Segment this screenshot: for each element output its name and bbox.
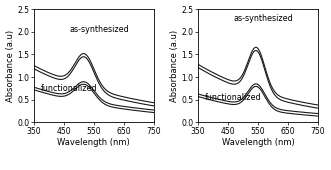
Text: functionalized: functionalized	[41, 84, 97, 93]
Y-axis label: Absorbance (a.u): Absorbance (a.u)	[6, 30, 15, 102]
Text: as-synthesized: as-synthesized	[234, 14, 294, 23]
Text: functionalized: functionalized	[205, 93, 261, 102]
X-axis label: Wavelength (nm): Wavelength (nm)	[221, 138, 294, 147]
Text: as-synthesized: as-synthesized	[70, 25, 129, 34]
X-axis label: Wavelength (nm): Wavelength (nm)	[58, 138, 130, 147]
Y-axis label: Absorbance (a.u): Absorbance (a.u)	[170, 30, 179, 102]
